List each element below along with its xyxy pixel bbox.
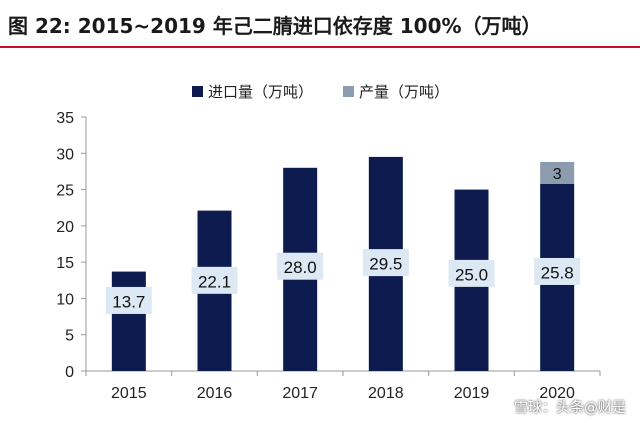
- x-tick-label: 2019: [454, 385, 490, 402]
- legend-swatch-production: [343, 86, 354, 97]
- y-tick-label: 15: [56, 255, 74, 272]
- y-tick-label: 10: [56, 291, 74, 308]
- data-label: 25.8: [541, 263, 574, 282]
- data-label: 29.5: [369, 255, 402, 274]
- x-tick-label: 2016: [197, 385, 233, 402]
- y-tick-label: 25: [56, 183, 74, 200]
- legend-swatch-import: [192, 86, 203, 97]
- y-tick-label: 0: [65, 364, 74, 381]
- import-bar: [112, 272, 146, 371]
- legend-label-production: 产量（万吨）: [359, 83, 449, 101]
- watermark: 雪球：头条@财是: [514, 397, 626, 417]
- production-data-label: 3: [553, 166, 562, 183]
- y-tick-label: 20: [56, 219, 74, 236]
- x-tick-label: 2018: [368, 385, 404, 402]
- legend-label-import: 进口量（万吨）: [208, 83, 313, 101]
- chart-data-labels: 13.7 22.1 28.0 29.5 25.0 25.8 3: [106, 166, 580, 314]
- y-tick-label: 30: [56, 146, 74, 163]
- x-tick-label: 2015: [111, 385, 147, 402]
- y-tick-label: 35: [56, 110, 74, 127]
- y-tick-label: 5: [65, 328, 74, 345]
- x-tick-label: 2017: [282, 385, 318, 402]
- data-label: 22.1: [198, 272, 231, 291]
- data-label: 28.0: [284, 258, 317, 277]
- chart-legend: 进口量（万吨） 产量（万吨）: [192, 83, 449, 101]
- chart-bars: [112, 157, 574, 371]
- data-label: 25.0: [455, 265, 488, 284]
- data-label: 13.7: [112, 292, 145, 311]
